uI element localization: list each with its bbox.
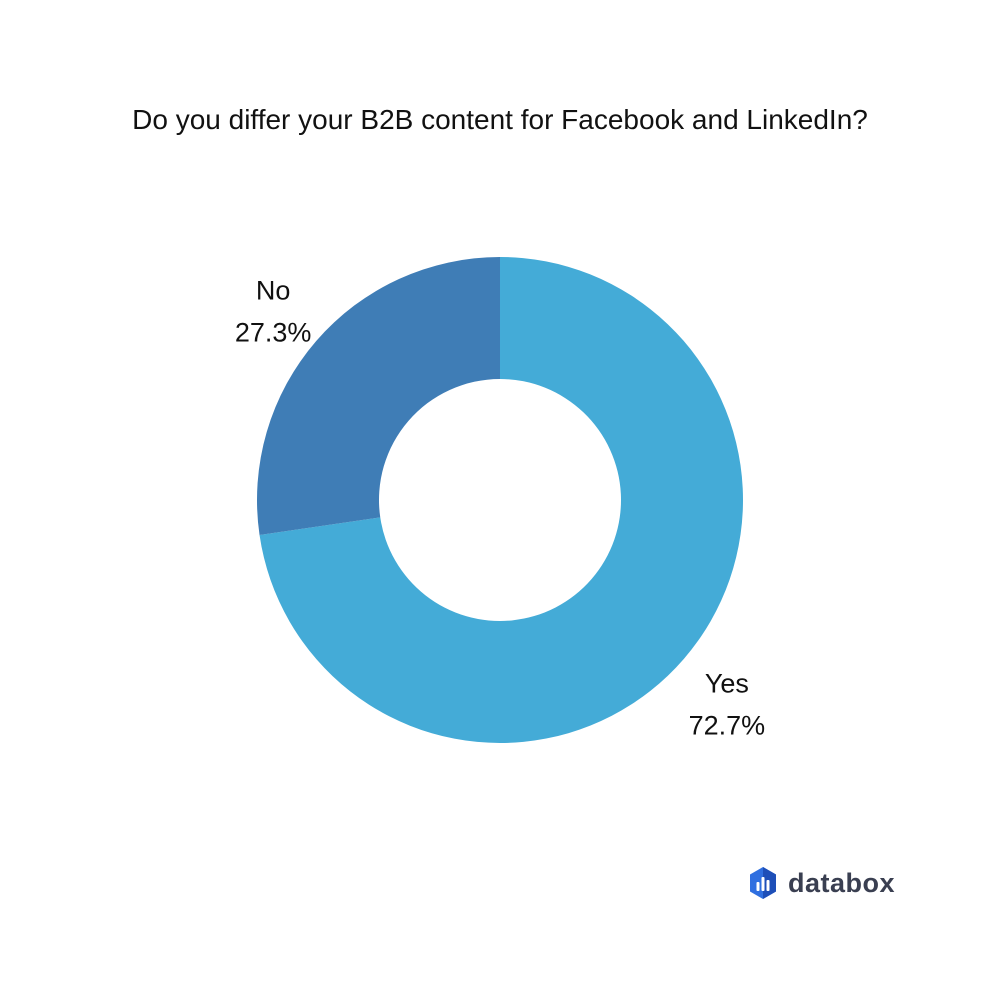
slice-no <box>256 257 500 535</box>
slice-value-label: 72.7% <box>689 710 766 740</box>
slice-label-no: No 27.3% <box>235 276 312 348</box>
donut-slices <box>256 257 743 743</box>
slice-category-label: Yes <box>705 668 749 698</box>
slice-value-label: 27.3% <box>235 318 312 348</box>
brand-name: databox <box>788 867 896 898</box>
slice-yes <box>259 257 743 743</box>
databox-logo-icon <box>750 867 776 899</box>
brand-logo: databox <box>748 865 895 901</box>
chart-title: Do you differ your B2B content for Faceb… <box>132 104 868 135</box>
slice-label-yes: Yes 72.7% <box>689 668 766 740</box>
slice-category-label: No <box>256 276 291 306</box>
slice-labels: Yes 72.7% No 27.3% <box>235 276 765 741</box>
